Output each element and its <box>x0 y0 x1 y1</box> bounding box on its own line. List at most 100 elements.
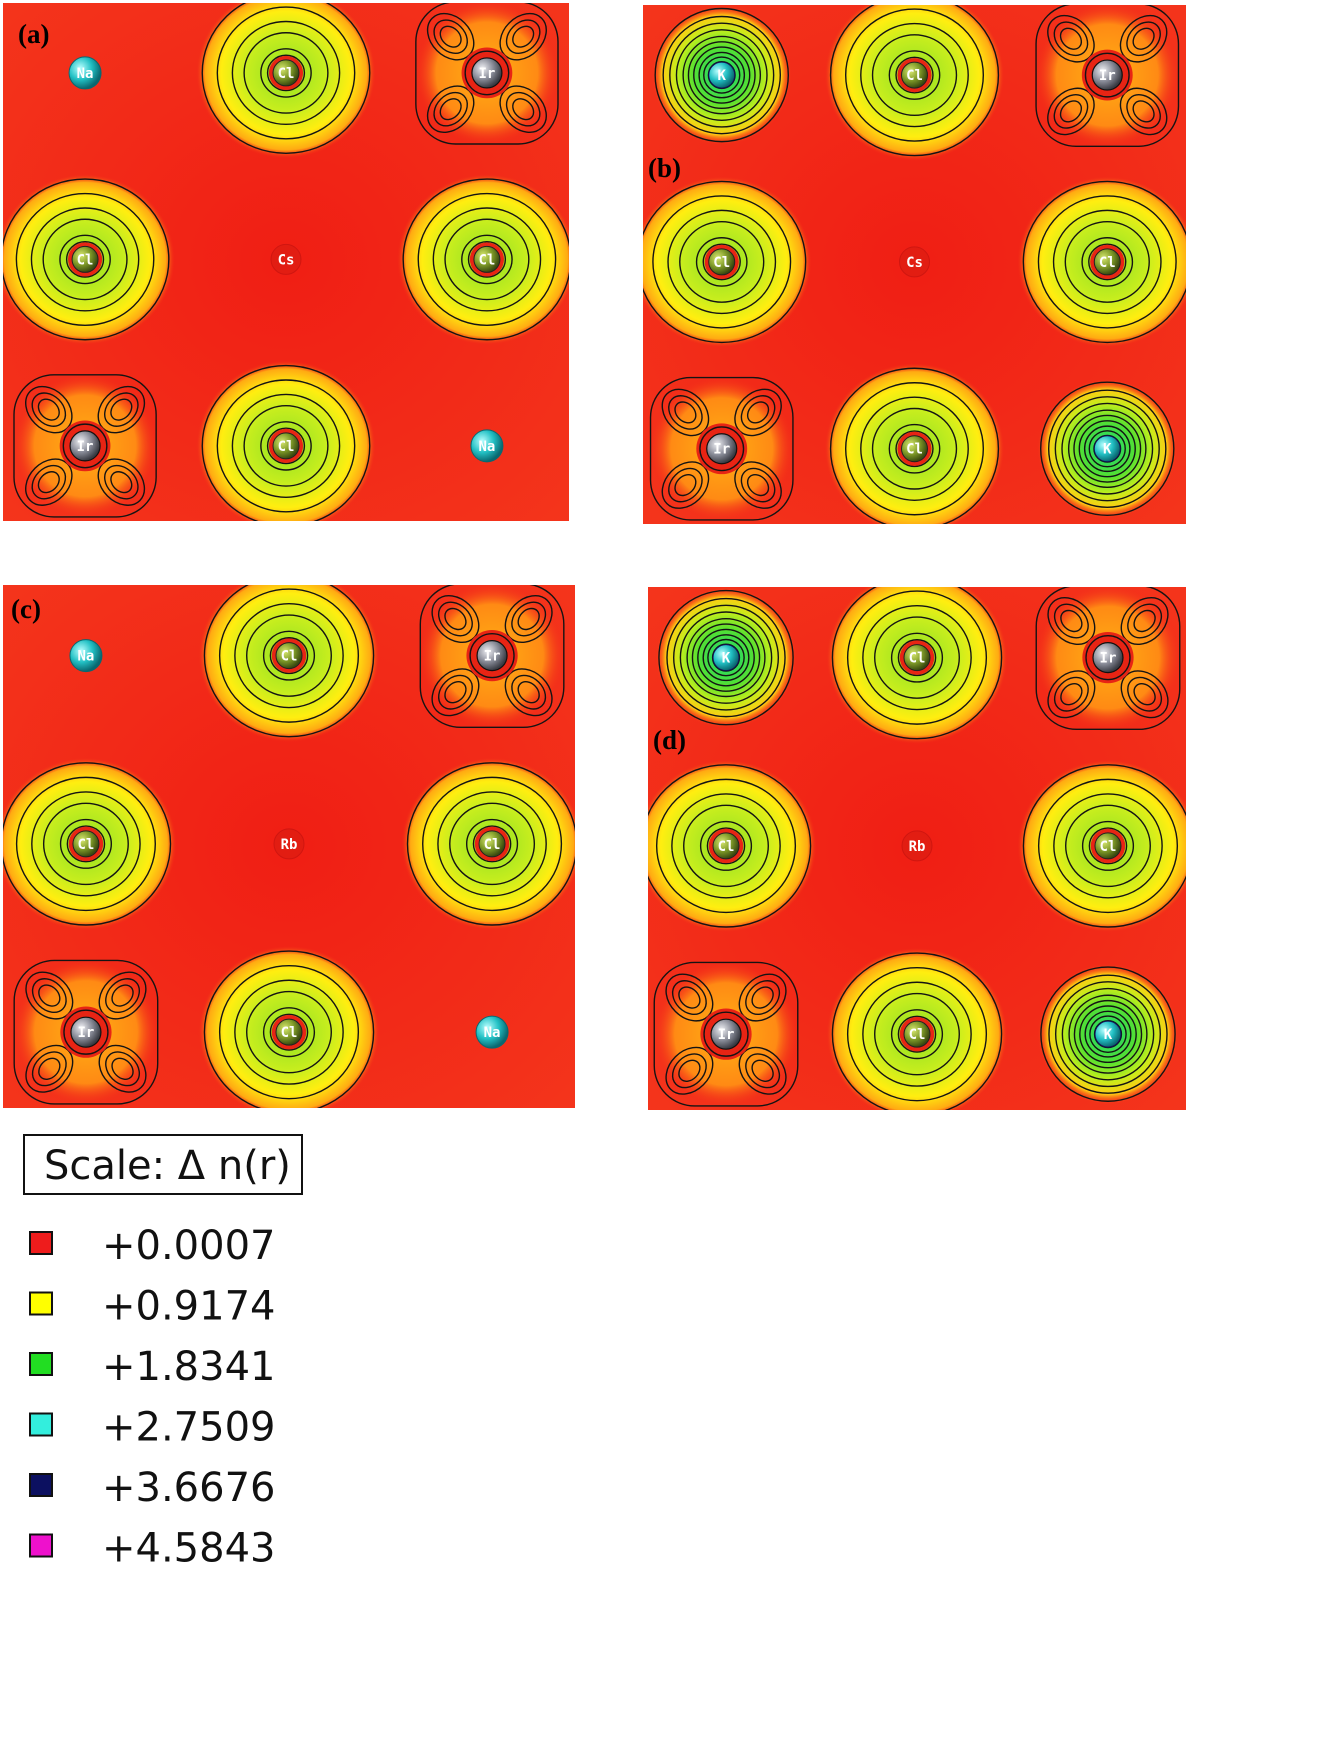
contour-line <box>13 374 157 518</box>
atom-ball <box>706 433 738 465</box>
atom-label: Ir <box>713 442 730 458</box>
contour-line <box>671 793 781 899</box>
atom-ball <box>471 57 503 89</box>
lobe-contour <box>31 1051 67 1087</box>
atom-ball <box>1091 59 1123 91</box>
legend-entry: +4.5843 <box>29 1526 275 1572</box>
atom-ball <box>710 1018 742 1050</box>
contour-line <box>1088 430 1126 468</box>
contour-line <box>417 192 557 326</box>
contour-line <box>203 585 375 738</box>
atom-ball <box>71 245 99 273</box>
lobe-contour <box>1060 683 1083 706</box>
lobe-contour <box>1132 27 1155 50</box>
lobe-contour <box>745 1053 781 1089</box>
contour-line <box>402 178 569 341</box>
contour-line <box>42 802 129 886</box>
atom-ball <box>1093 248 1121 276</box>
lobe-contour <box>1133 609 1156 633</box>
atom-label: Cl <box>718 839 735 855</box>
contour-line <box>1079 1005 1137 1064</box>
atom-ball <box>1093 435 1121 463</box>
atom-ball <box>478 830 506 858</box>
atom-ball <box>901 830 933 862</box>
lobe-contour <box>1127 676 1163 712</box>
lobe-contour <box>37 398 60 421</box>
contour-line <box>231 393 341 499</box>
atom-ball <box>70 1016 102 1048</box>
atom-ir: Ir <box>414 3 560 146</box>
lobe-contour <box>745 980 781 1016</box>
contour-line <box>243 32 329 114</box>
atom-cl: Cl <box>826 947 1008 1110</box>
contour-line <box>234 602 344 709</box>
atom-na: Na <box>475 1015 509 1049</box>
atom-cl: Cl <box>3 173 175 345</box>
atom-cl: Cl <box>196 3 376 159</box>
legend-value: +4.5843 <box>102 1526 275 1572</box>
atom-cl: Cl <box>401 757 575 931</box>
legend-swatch <box>29 1412 53 1437</box>
lobe-contour <box>678 1059 701 1082</box>
atom-ball <box>1094 1020 1122 1048</box>
atom-ball <box>69 639 103 673</box>
lobe-contour <box>31 978 67 1014</box>
contour-line <box>862 981 972 1087</box>
contour-line <box>691 623 761 692</box>
lobe-contour <box>1053 21 1089 57</box>
atom-cl: Cl <box>198 585 380 742</box>
contour-line <box>31 791 141 897</box>
contour-line <box>422 776 563 912</box>
contour-line <box>464 50 510 96</box>
contour-line <box>652 195 792 329</box>
contour-line <box>1067 409 1147 489</box>
atom-label: Cl <box>278 439 295 455</box>
contour-line <box>658 589 794 726</box>
panel-b: K Cl Ir Cl Cs Cl Ir Cl K (b) <box>643 5 1186 524</box>
panel-label: (c) <box>11 594 41 624</box>
legend-swatch <box>29 1291 53 1316</box>
contour-line <box>874 616 960 699</box>
atom-label: Cs <box>906 255 923 271</box>
contour-line <box>1081 820 1135 871</box>
contour-line <box>687 41 756 110</box>
atom-ball <box>273 828 305 860</box>
lobe-contour <box>1060 609 1083 633</box>
atom-label: Cl <box>281 649 298 665</box>
lobe-contour <box>512 98 535 121</box>
lobe-contour <box>105 1051 141 1087</box>
atom-label: K <box>1104 1027 1113 1043</box>
atom-cl: Cl <box>643 176 812 348</box>
contour-line <box>693 46 751 104</box>
contour-line <box>1088 243 1127 281</box>
legend-entry: +1.8341 <box>29 1344 275 1390</box>
atom-label: Cl <box>906 442 923 458</box>
contour-line <box>871 34 958 117</box>
contour-line <box>469 632 515 679</box>
contour-line <box>844 8 985 142</box>
lobe-contour <box>674 473 697 497</box>
atom-na: Na <box>69 639 103 673</box>
contour-line <box>703 1011 749 1057</box>
legend-entry: +3.6676 <box>29 1465 275 1511</box>
contour-line <box>201 364 371 521</box>
panel-label: (a) <box>18 19 49 49</box>
contour-line <box>66 825 106 863</box>
atom-label: Ir <box>1099 68 1116 84</box>
legend-value: +3.6676 <box>102 1465 275 1511</box>
atom-label: Rb <box>909 839 926 855</box>
atom-ir: Ir <box>649 376 795 522</box>
lobe-contour <box>437 601 473 637</box>
atom-ball <box>901 435 928 463</box>
lobe-contour <box>511 601 547 637</box>
atom-label: Cl <box>278 66 295 82</box>
contour-line <box>862 604 972 711</box>
contour-line <box>1047 389 1167 509</box>
legend-entry: +2.7509 <box>29 1405 275 1451</box>
contour-line <box>1078 420 1136 478</box>
atom-label: Ir <box>78 1025 95 1041</box>
contour-line <box>269 637 309 675</box>
contour-line <box>1048 974 1168 1094</box>
contour-line <box>1035 5 1180 147</box>
